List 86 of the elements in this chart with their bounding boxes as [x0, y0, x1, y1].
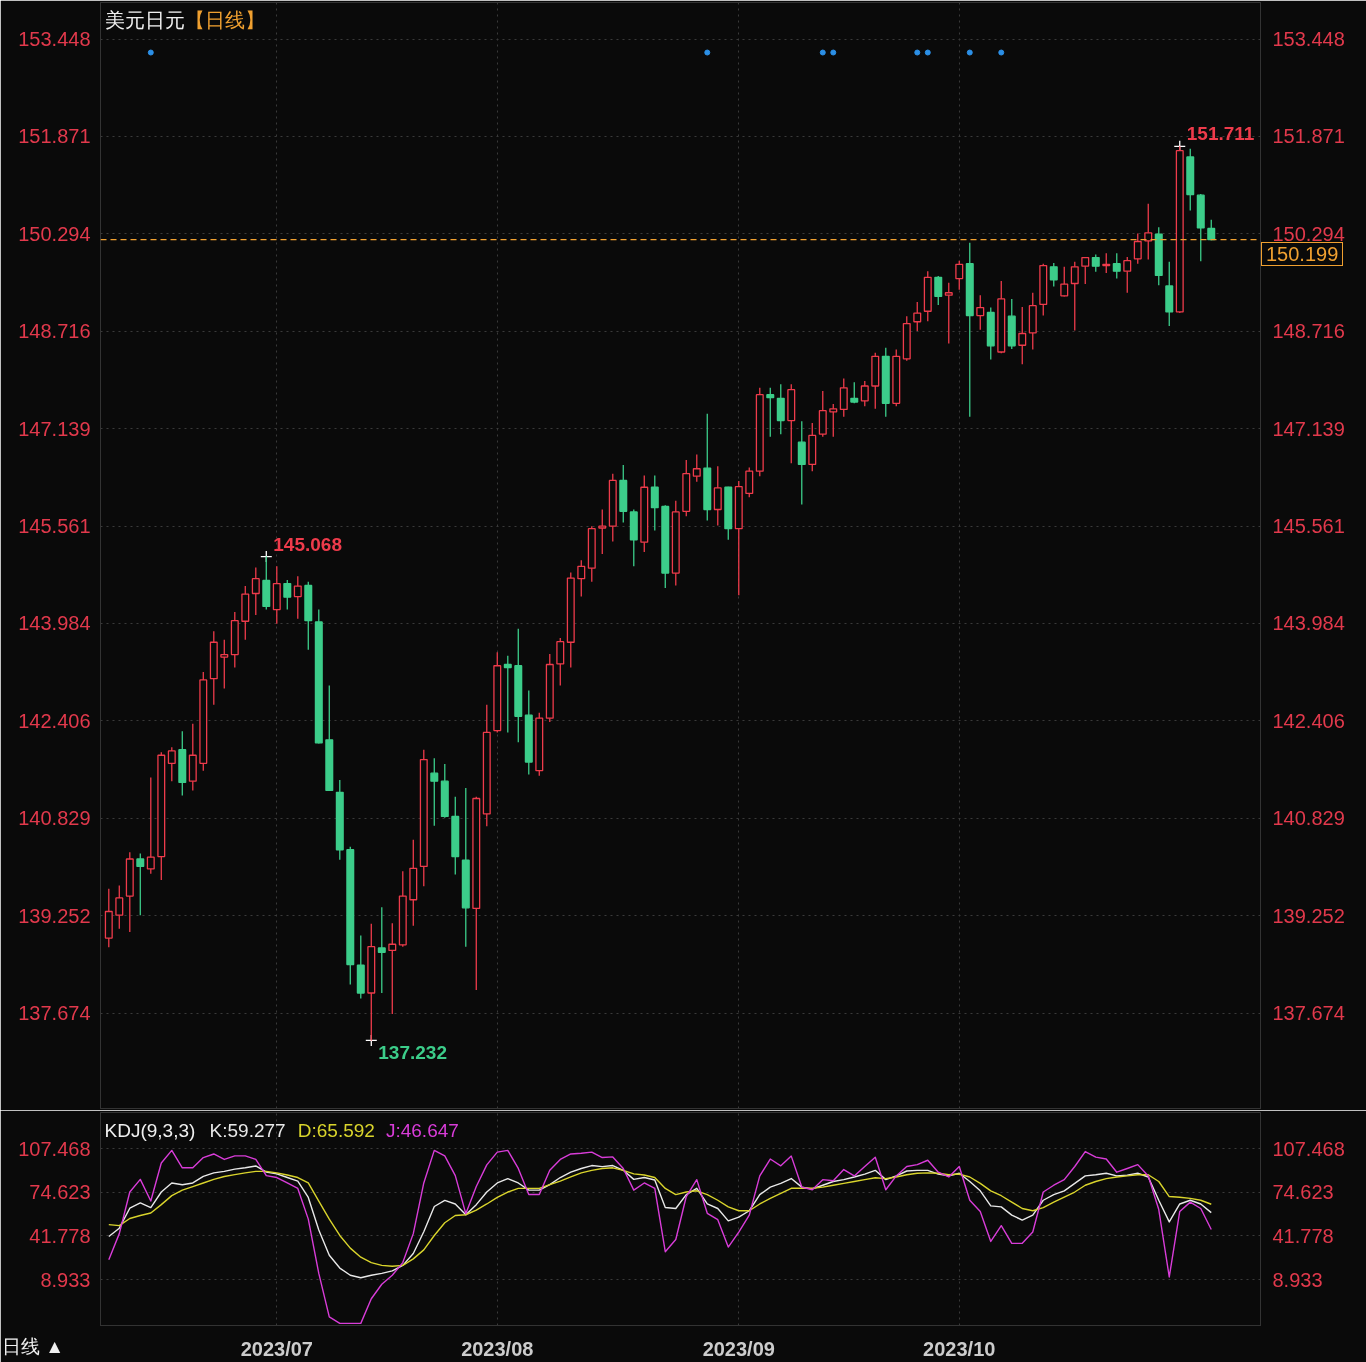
candlestick [944, 282, 953, 345]
y-tick-label: 148.716 [18, 320, 91, 343]
y2-tick-label: 74.623 [1272, 1181, 1334, 1204]
y-tick-label: 150.294 [18, 222, 91, 245]
y-tick-label: 147.139 [18, 417, 91, 440]
candlestick [776, 383, 785, 435]
candlestick [860, 380, 869, 408]
y-tick-label: 143.984 [18, 612, 91, 635]
candlestick [1144, 203, 1153, 261]
candlestick [913, 301, 922, 332]
text: 日线 ▲ [2, 1336, 65, 1358]
annotation: 151.711 [1186, 123, 1255, 145]
candlestick [934, 275, 943, 306]
candlestick [1070, 261, 1079, 332]
candlestick [388, 922, 397, 1015]
y-tick-label: 140.829 [18, 807, 91, 830]
y-tick-label: 74.623 [29, 1181, 91, 1204]
y2-tick-label: 145.561 [1272, 515, 1345, 538]
y2-tick-label: 153.448 [1272, 28, 1345, 51]
y2-tick-label: 150.294 [1272, 222, 1345, 245]
candlestick [766, 387, 775, 438]
candlestick [251, 566, 260, 616]
y2-tick-label: 139.252 [1272, 904, 1345, 927]
candlestick [713, 465, 722, 527]
x-tick-label: 2023/10 [923, 1337, 996, 1360]
y-tick-label: 107.468 [18, 1137, 91, 1160]
candlestick [146, 776, 155, 875]
candlestick [1123, 256, 1132, 294]
y-tick-label: 153.448 [18, 28, 91, 51]
x-tick-label: 2023/07 [240, 1337, 313, 1360]
y-tick-label: 8.933 [40, 1268, 91, 1291]
y2-tick-label: 143.984 [1272, 612, 1345, 635]
series-label: D:65.592 [297, 1119, 375, 1141]
annotation: 145.068 [273, 533, 342, 555]
candlestick [283, 579, 292, 611]
line-series [108, 1149, 1212, 1325]
y-tick-label: 145.561 [18, 515, 91, 538]
candlestick [430, 757, 439, 827]
y-tick-label: 139.252 [18, 904, 91, 927]
chart-subtitle: 【日线】 [184, 8, 265, 31]
y-tick-label: 41.778 [29, 1224, 91, 1247]
y2-tick-label: 137.674 [1272, 1002, 1345, 1025]
y2-tick-label: 140.829 [1272, 807, 1345, 830]
candlestick [650, 474, 659, 532]
candlestick [167, 746, 176, 782]
y2-tick-label: 41.778 [1272, 1224, 1334, 1247]
chart-title: 美元日元 [104, 8, 185, 31]
candlestick [1060, 266, 1069, 298]
legend-title: KDJ(9,3,3) [104, 1119, 196, 1141]
candlestick [829, 403, 838, 438]
y2-tick-label: 8.933 [1272, 1268, 1323, 1291]
candlestick [1133, 232, 1142, 265]
y-tick-label: 151.871 [18, 125, 91, 148]
candlestick [818, 390, 827, 438]
candlestick [955, 259, 964, 291]
candlestick [598, 508, 607, 555]
y2-tick-label: 107.468 [1272, 1137, 1345, 1160]
candlestick [377, 906, 386, 994]
candlestick [1081, 256, 1090, 285]
candlestick [692, 453, 701, 483]
y2-tick-label: 148.716 [1272, 320, 1345, 343]
candlestick [839, 377, 848, 418]
y-tick-label: 142.406 [18, 709, 91, 732]
series-label: K:59.277 [209, 1119, 286, 1141]
candlestick [797, 420, 806, 506]
y2-tick-label: 147.139 [1272, 417, 1345, 440]
candlestick [1049, 262, 1058, 288]
candlestick [976, 294, 985, 331]
candlestick [136, 852, 145, 916]
ref-line-label: 150.199 [1261, 242, 1344, 267]
candlestick [1112, 252, 1121, 280]
x-tick-label: 2023/09 [702, 1337, 775, 1360]
candlestick [577, 559, 586, 598]
candlestick [1018, 306, 1027, 366]
candlestick [556, 637, 565, 687]
x-tick-label: 2023/08 [461, 1337, 534, 1360]
y2-tick-label: 142.406 [1272, 709, 1345, 732]
candlestick [745, 466, 754, 498]
candlestick [115, 884, 124, 930]
annotation: 137.232 [378, 1042, 447, 1064]
y-tick-label: 137.674 [18, 1002, 91, 1025]
series-label: J:46.647 [385, 1119, 459, 1141]
candlestick [293, 575, 302, 620]
candlestick [220, 639, 229, 690]
candlestick [503, 655, 512, 734]
y2-tick-label: 151.871 [1272, 125, 1345, 148]
